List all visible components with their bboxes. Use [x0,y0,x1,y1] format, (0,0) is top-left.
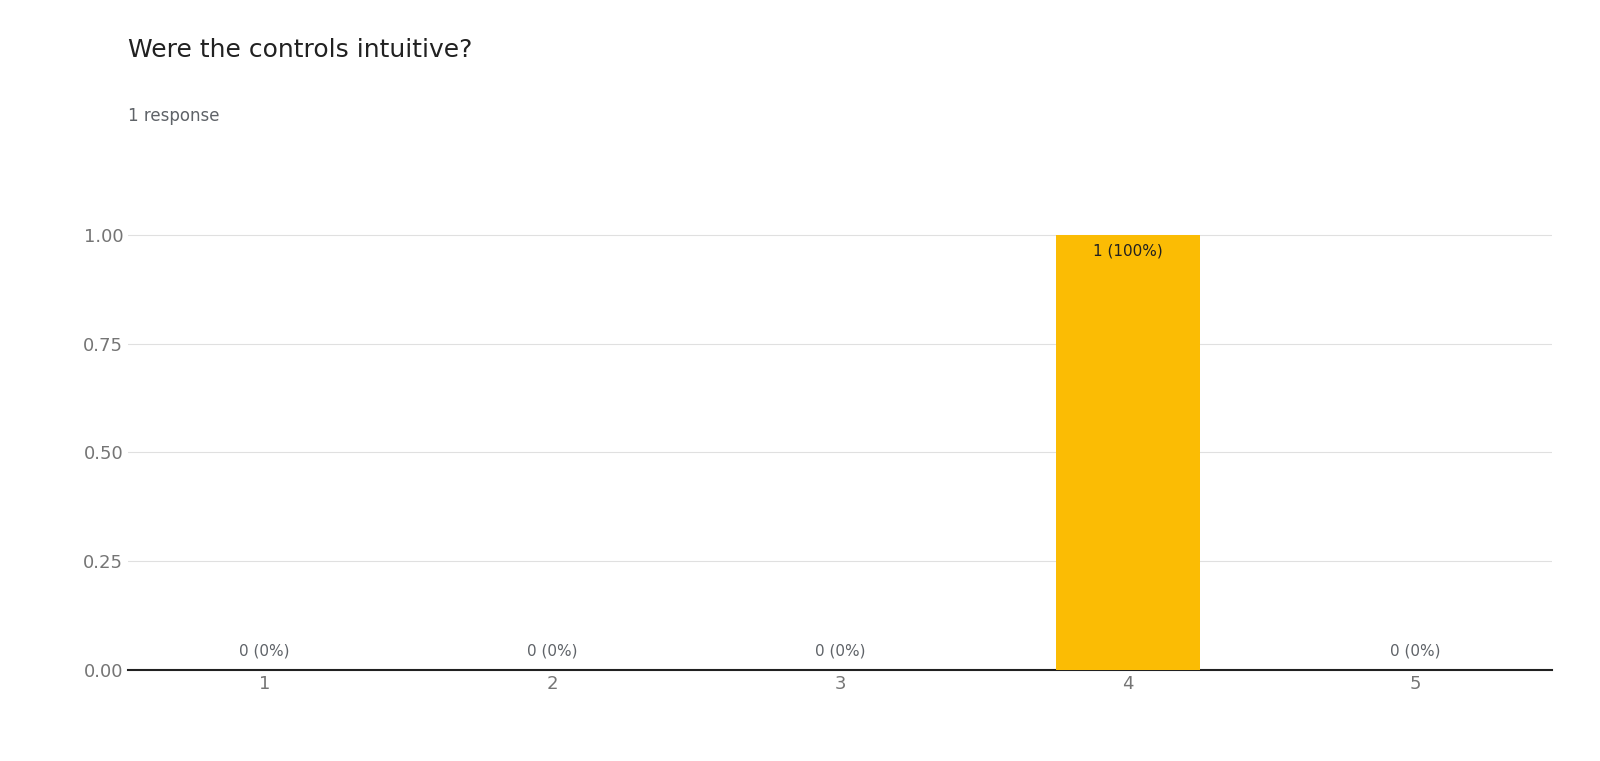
Bar [1056,235,1200,670]
Text: 0 (0%): 0 (0%) [1390,644,1440,659]
Text: 1 (100%): 1 (100%) [1093,244,1163,259]
Text: 0 (0%): 0 (0%) [814,644,866,659]
Text: Were the controls intuitive?: Were the controls intuitive? [128,38,472,62]
Text: 0 (0%): 0 (0%) [526,644,578,659]
Text: 1 response: 1 response [128,107,219,125]
Text: 0 (0%): 0 (0%) [240,644,290,659]
